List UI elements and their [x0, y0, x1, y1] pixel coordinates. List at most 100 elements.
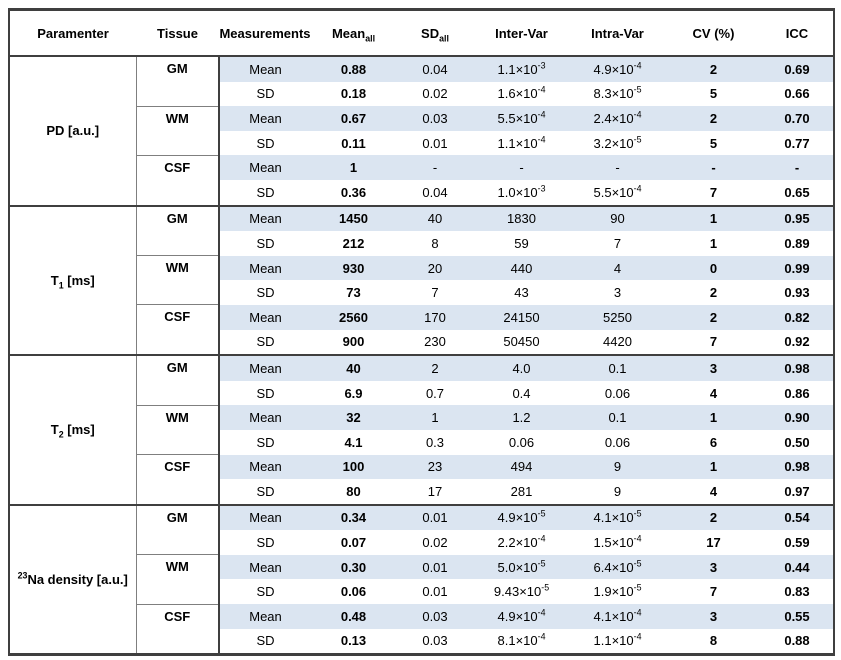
table-row: SD 0.06 0.01 9.43×10-5 1.9×10-5 7 0.83	[9, 579, 834, 604]
tissue-cell: CSF	[136, 304, 220, 356]
cell-intra-var: 4420	[603, 334, 632, 350]
cell-measurement: Mean	[219, 503, 311, 531]
cell-measurement: SD	[256, 385, 275, 401]
column-header-mean_all: Meanall	[311, 9, 396, 57]
cell-intra-var: 6.4×10-5	[569, 554, 666, 580]
cell-cv: 3	[666, 604, 761, 629]
cell-mean-all: 80	[346, 483, 361, 499]
tissue-cell: GM	[136, 204, 220, 257]
cell-sd-all: 0.03	[422, 633, 448, 649]
cell-inter-var: 59	[514, 235, 529, 251]
cell-measurement: Mean	[219, 204, 311, 232]
cell-mean-all: 900	[342, 334, 365, 350]
cell-mean-all: 0.30	[311, 554, 396, 580]
cell-cv: 0	[666, 255, 761, 281]
tissue-cell: CSF	[136, 155, 220, 206]
cell-cv: 6	[709, 434, 718, 450]
cell-cv: 7	[709, 584, 718, 600]
cell-inter-var: 4.9×10-4	[474, 604, 569, 629]
cell-measurement: SD	[256, 235, 275, 251]
cell-intra-var: 9	[613, 483, 622, 499]
cell-icc: 0.97	[784, 483, 810, 499]
cell-mean-all: 0.34	[311, 503, 396, 531]
cell-intra-var: 9	[569, 454, 666, 480]
cell-mean-all: 4.1	[344, 434, 363, 450]
cell-inter-var: 1830	[474, 204, 569, 232]
tissue-cell: CSF	[136, 454, 220, 505]
cell-icc: 0.98	[761, 354, 834, 381]
cell-cv: 8	[709, 633, 718, 649]
table-row: SD 6.9 0.7 0.4 0.06 4 0.86	[9, 381, 834, 406]
cell-inter-var: 5.0×10-5	[474, 554, 569, 580]
cell-icc: 0.66	[784, 86, 810, 102]
cell-cv: 17	[706, 535, 721, 551]
cell-icc: 0.86	[784, 385, 810, 401]
cell-intra-var: 3	[613, 285, 622, 301]
cell-intra-var: 2.4×10-4	[569, 106, 666, 131]
cell-mean-all: 1450	[311, 204, 396, 232]
cell-inter-var: 8.1×10-4	[497, 632, 546, 649]
cell-icc: 0.93	[784, 285, 810, 301]
tissue-label: GM	[166, 360, 188, 376]
cell-measurement: SD	[256, 535, 275, 551]
cell-icc: 0.54	[761, 503, 834, 531]
cell-inter-var: 2.2×10-4	[497, 533, 546, 551]
cell-cv: 3	[666, 354, 761, 381]
cell-mean-all: 930	[311, 255, 396, 281]
cell-mean-all: 2560	[311, 304, 396, 330]
cell-intra-var: 0.06	[604, 385, 631, 401]
table-row: CSF Mean 2560 170 24150 5250 2 0.82	[9, 304, 834, 356]
cell-inter-var: 9.43×10-5	[493, 582, 550, 600]
cell-sd-all: 0.7	[425, 385, 445, 401]
cell-mean-all: 100	[311, 454, 396, 480]
cell-cv: 4	[709, 483, 718, 499]
cell-icc: 0.77	[784, 135, 810, 151]
cell-inter-var: 494	[474, 454, 569, 480]
table-row: SD 0.13 0.03 8.1×10-4 1.1×10-4 8 0.88	[9, 629, 834, 655]
table-body: PD [a.u.] GM Mean 0.88 0.04 1.1×10-3 4.9×10-4 2…	[9, 54, 834, 655]
column-header-intra_var: Intra-Var	[569, 9, 666, 57]
cell-mean-all: 0.67	[311, 106, 396, 131]
table-row: SD 73 7 43 3 2 0.93	[9, 280, 834, 305]
table-row: SD 0.07 0.02 2.2×10-4 1.5×10-4 17 0.59	[9, 530, 834, 555]
cell-sd-all: 0.3	[425, 434, 445, 450]
tissue-label: GM	[166, 61, 188, 76]
cell-icc: 0.83	[784, 584, 810, 600]
tissue-label: CSF	[164, 159, 191, 175]
cell-mean-all: 1	[311, 155, 396, 180]
cell-inter-var: 1.6×10-4	[497, 85, 546, 102]
cell-intra-var: 3.2×10-5	[593, 134, 642, 151]
parameter-cell: 23Na density [a.u.]	[9, 503, 137, 655]
cell-measurement: Mean	[219, 604, 311, 629]
cell-sd-all: 0.02	[422, 535, 448, 551]
cell-sd-all: 0.04	[422, 184, 448, 200]
table-row: SD 0.36 0.04 1.0×10-3 5.5×10-4 7 0.65	[9, 180, 834, 206]
cell-intra-var: -	[569, 155, 666, 180]
cell-inter-var: 440	[474, 255, 569, 281]
results-table: Paramenter Tissue Measurements Meanall SDall…	[8, 8, 835, 657]
cell-inter-var: 5.5×10-4	[474, 106, 569, 131]
cell-intra-var: 5.5×10-4	[593, 183, 642, 200]
table-row: T1 [ms] GM Mean 1450 40 1830 90 1 0.95	[9, 204, 834, 356]
tissue-label: WM	[165, 260, 189, 276]
cell-icc: 0.90	[761, 405, 834, 430]
cell-intra-var: 4.9×10-4	[569, 55, 666, 82]
cell-sd-all: -	[396, 155, 474, 180]
table-row: WM Mean 930 20 440 4 0 0.99	[9, 255, 834, 306]
cell-cv: 2	[666, 503, 761, 531]
table-header: Paramenter Tissue Measurements Meanall SDall…	[9, 9, 834, 57]
cell-inter-var: 50450	[503, 334, 540, 350]
cell-intra-var: 5250	[569, 304, 666, 330]
column-header-sd_all: SDall	[396, 9, 474, 57]
cell-measurement: Mean	[219, 454, 311, 480]
tissue-cell: WM	[136, 554, 220, 605]
cell-inter-var: 0.4	[512, 385, 531, 401]
cell-sd-all: 20	[396, 255, 474, 281]
cell-intra-var: 1.9×10-5	[593, 582, 642, 600]
table-row: WM Mean 0.67 0.03 5.5×10-4 2.4×10-4 2 0.70	[9, 106, 834, 156]
cell-sd-all: 0.01	[396, 554, 474, 580]
tissue-label: GM	[166, 509, 188, 525]
tissue-label: WM	[165, 559, 189, 575]
cell-measurement: Mean	[219, 106, 311, 131]
cell-measurement: SD	[256, 584, 275, 600]
